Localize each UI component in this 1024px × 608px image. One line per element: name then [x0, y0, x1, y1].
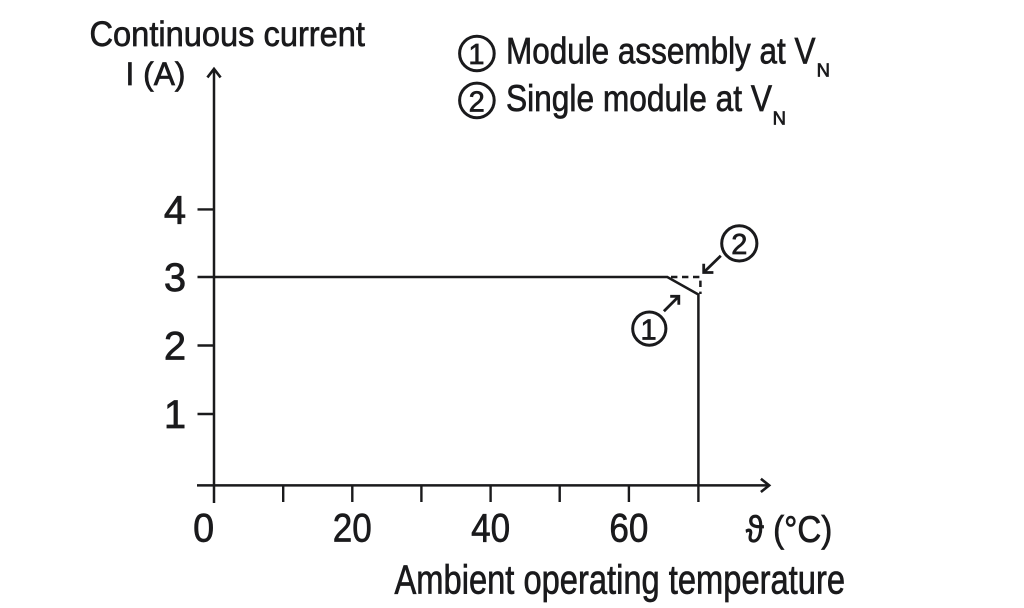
- svg-text:ϑ (°C): ϑ (°C): [746, 508, 833, 550]
- svg-text:2: 2: [731, 229, 747, 261]
- svg-text:I (A): I (A): [126, 56, 186, 92]
- svg-text:2: 2: [164, 325, 186, 369]
- svg-text:20: 20: [333, 506, 372, 550]
- svg-text:60: 60: [609, 506, 648, 550]
- svg-text:1: 1: [164, 393, 186, 437]
- svg-text:1: 1: [641, 314, 657, 346]
- svg-text:Ambient operating temperature: Ambient operating temperature: [395, 557, 846, 603]
- svg-text:N: N: [773, 108, 786, 129]
- svg-text:Single module at V: Single module at V: [506, 78, 772, 119]
- svg-text:0: 0: [193, 506, 214, 550]
- svg-text:1: 1: [468, 39, 484, 71]
- svg-text:40: 40: [471, 506, 510, 550]
- svg-text:N: N: [817, 60, 830, 81]
- svg-text:Module assembly at V: Module assembly at V: [506, 30, 816, 71]
- svg-text:4: 4: [164, 189, 186, 233]
- svg-text:3: 3: [164, 256, 186, 300]
- svg-text:2: 2: [469, 86, 485, 118]
- svg-text:Continuous current: Continuous current: [90, 14, 366, 54]
